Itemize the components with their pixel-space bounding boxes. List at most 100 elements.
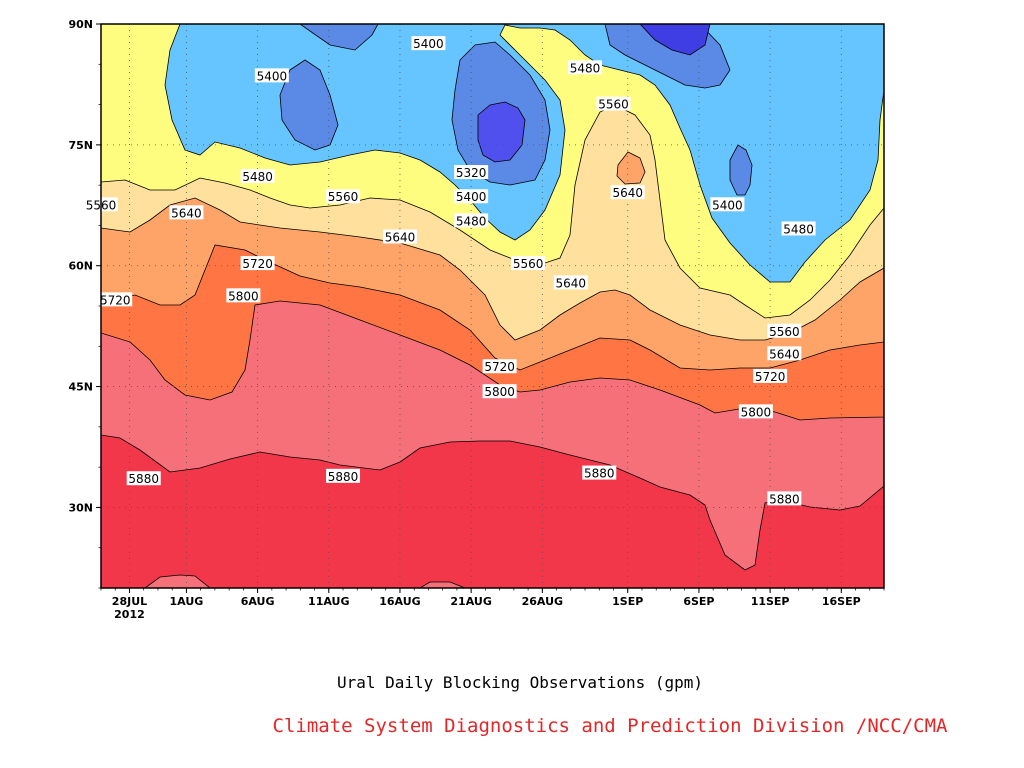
- contour-label: 5880: [126, 471, 161, 486]
- x-tick-label: 1AUG: [170, 595, 204, 608]
- contour-label-value: 5400: [257, 69, 288, 83]
- contour-label: 5800: [482, 384, 517, 399]
- contour-label-value: 5800: [741, 405, 772, 419]
- contour-label-bg: [326, 189, 361, 204]
- contour-label: 5480: [568, 60, 603, 75]
- contour-label-value: 5720: [242, 257, 273, 271]
- contour-label: 5400: [454, 189, 489, 204]
- contour-label-value: 5640: [171, 206, 202, 220]
- contour-label-bg: [511, 256, 546, 271]
- contour-label: 5560: [767, 323, 802, 339]
- contour-label-bg: [596, 96, 631, 111]
- contour-labels: 5400 5400 5480 5560 5320 5400 5480 5640 5400 5480…: [84, 36, 816, 506]
- contour-label-bg: [482, 359, 517, 374]
- contour-label-bg: [98, 292, 133, 307]
- x-tick-label: 6AUG: [241, 595, 275, 608]
- contour-label: 5720: [482, 359, 517, 374]
- contour-label: 5640: [610, 185, 645, 200]
- contour-label: 5560: [596, 96, 631, 112]
- contour-label-bg: [568, 60, 603, 75]
- contour-label-bg: [553, 275, 588, 290]
- x-tick-label: 11SEP: [751, 595, 790, 608]
- x-tick-label: 16AUG: [379, 595, 420, 608]
- contour-label-value: 5640: [385, 231, 416, 245]
- contour-label-value: 5320: [456, 166, 487, 180]
- contour-label-value: 5800: [228, 289, 259, 303]
- contour-label-value: 5400: [456, 190, 487, 204]
- contour-label-bg: [610, 185, 645, 200]
- contour-label-bg: [482, 384, 517, 399]
- contour-label: 5480: [781, 221, 816, 236]
- contour-label-value: 5640: [612, 186, 643, 200]
- x-tick-label: 21AUG: [450, 595, 491, 608]
- contour-label: 5880: [767, 491, 802, 506]
- contour-label-bg: [226, 288, 261, 303]
- band-5960-patch-a: [144, 574, 211, 588]
- y-axis: 30N 45N 60N 75N 90N: [68, 18, 101, 589]
- contour-label-value: 5720: [100, 293, 131, 307]
- contour-label: 5400: [411, 36, 446, 51]
- x-tick-label: 11AUG: [308, 595, 349, 608]
- contour-label: 5640: [767, 346, 802, 361]
- contour-label-value: 5560: [513, 257, 544, 271]
- contour-label: 5720: [753, 368, 788, 384]
- contour-label-bg: [169, 205, 204, 220]
- contour-label-value: 5720: [484, 360, 515, 374]
- contour-label-bg: [767, 346, 802, 361]
- contour-label-value: 5640: [556, 276, 587, 290]
- contour-label-value: 5480: [783, 222, 814, 236]
- y-tick-label: 75N: [68, 139, 93, 152]
- contour-label-value: 5800: [484, 385, 515, 399]
- contour-label-value: 5400: [413, 37, 444, 51]
- contour-label-value: 5400: [712, 198, 743, 212]
- contour-label: 5640: [553, 275, 588, 290]
- contour-label: 5640: [169, 205, 204, 220]
- contour-label: 5480: [240, 169, 275, 184]
- contour-label: 5880: [326, 468, 361, 484]
- contour-label-bg: [454, 213, 489, 228]
- contour-label-bg: [767, 491, 802, 506]
- contour-label-bg: [753, 368, 788, 383]
- contour-label: 5400: [710, 197, 745, 212]
- contour-label-bg: [454, 165, 489, 180]
- x-tick-label: 26AUG: [522, 595, 563, 608]
- contour-label-value: 5480: [242, 170, 273, 184]
- contour-label: 5720: [98, 292, 133, 307]
- contour-label: 5640: [382, 229, 417, 245]
- contour-label-bg: [767, 323, 802, 338]
- contour-label: 5800: [226, 288, 261, 303]
- credit-text: Climate System Diagnostics and Predictio…: [273, 715, 948, 737]
- contour-label: 5480: [454, 213, 489, 228]
- contour-label-bg: [411, 36, 446, 51]
- contour-label-value: 5480: [456, 214, 487, 228]
- x-tick-year-label: 2012: [114, 608, 145, 621]
- contour-label-bg: [738, 404, 773, 419]
- x-tick-label: 16SEP: [822, 595, 861, 608]
- contour-label: 5880: [582, 465, 617, 481]
- contour-label-value: 5880: [328, 470, 359, 484]
- chart-caption: Ural Daily Blocking Observations (gpm): [337, 673, 703, 692]
- band-5320-b: [639, 24, 711, 56]
- contour-label-value: 5480: [570, 61, 601, 75]
- y-tick-label: 60N: [68, 260, 93, 273]
- x-tick-label: 1SEP: [612, 595, 643, 608]
- y-tick-label: 30N: [68, 501, 93, 514]
- contour-label: 5560: [326, 189, 361, 204]
- contour-label-bg: [240, 169, 275, 184]
- y-tick-label: 90N: [68, 18, 93, 31]
- contour-label-value: 5880: [769, 492, 800, 506]
- band-5400-d: [729, 144, 753, 196]
- contour-label-value: 5880: [128, 472, 159, 486]
- contour-label-value: 5720: [755, 370, 786, 384]
- contour-fill-layer: [101, 24, 884, 588]
- contour-label-value: 5560: [769, 325, 800, 339]
- contour-label-bg: [582, 465, 617, 480]
- contour-label-bg: [126, 471, 161, 486]
- band-5640-patch: [616, 151, 646, 185]
- contour-label-bg: [710, 197, 745, 212]
- contour-label-bg: [240, 256, 275, 271]
- y-tick-label: 45N: [68, 381, 93, 394]
- contour-label: 5400: [254, 68, 289, 83]
